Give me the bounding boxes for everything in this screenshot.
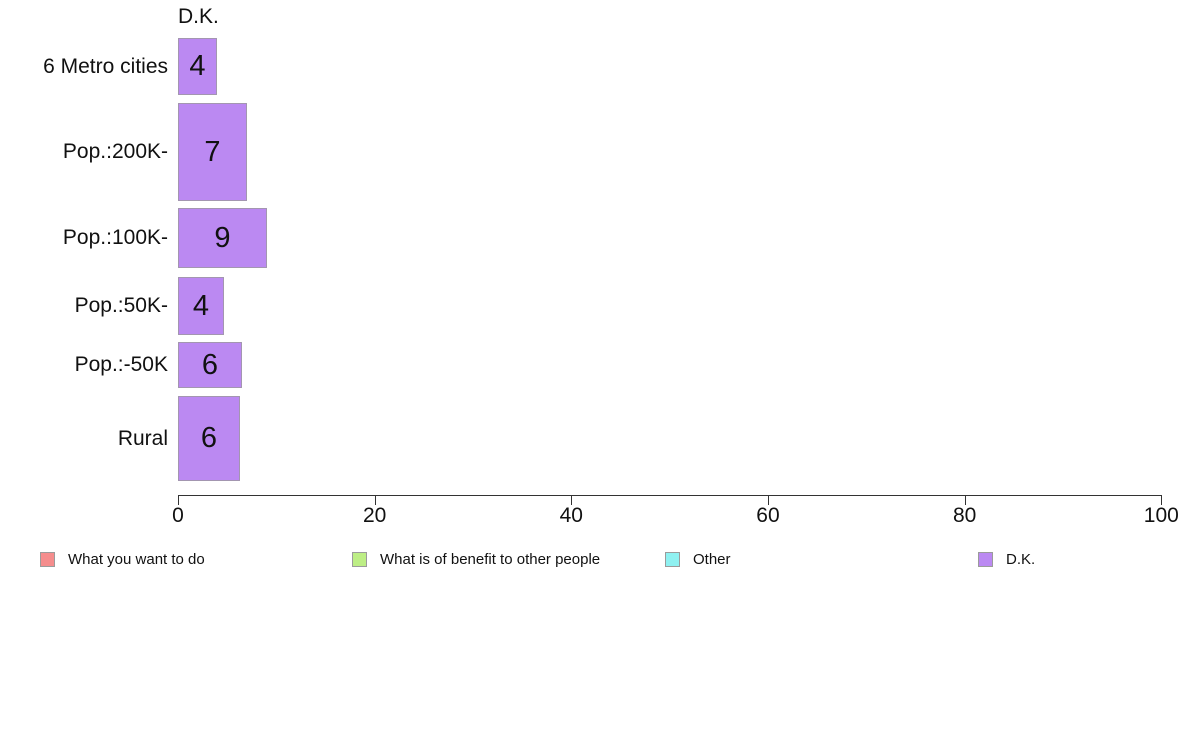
x-axis-tick-mark <box>178 495 179 505</box>
category-label: Pop.:100K- <box>62 226 168 249</box>
x-axis-tick-mark <box>964 495 966 505</box>
bar-value-label: 6 <box>200 422 218 454</box>
legend-swatch-icon <box>40 551 55 567</box>
legend-item: What you want to do <box>40 548 205 570</box>
x-axis-tick-mark <box>1161 495 1163 505</box>
x-axis-tick-mark <box>767 495 769 505</box>
bar-value-label: 4 <box>192 289 210 322</box>
legend-label: Other <box>693 550 731 568</box>
bar-group-annotation: D.K. <box>178 5 219 28</box>
bar-value-label: 4 <box>189 50 206 82</box>
bar-value-label: 9 <box>214 221 231 254</box>
category-label: Pop.:50K- <box>74 294 168 317</box>
legend-swatch-icon <box>665 551 680 567</box>
x-axis-tick-mark <box>374 495 376 505</box>
x-axis-tick-mark <box>571 495 573 505</box>
category-label: 6 Metro cities <box>43 54 168 78</box>
legend-swatch-icon <box>352 551 367 567</box>
bar: 9 <box>178 208 267 268</box>
legend-swatch-icon <box>978 551 993 567</box>
legend-item: What is of benefit to other people <box>352 548 600 570</box>
bar: 6 <box>178 396 240 481</box>
legend-item: Other <box>665 548 731 570</box>
bar: 4 <box>178 277 224 335</box>
bar-value-label: 7 <box>204 135 221 168</box>
bar-value-label: 6 <box>201 348 219 381</box>
x-axis-tick-label: 20 <box>362 504 387 527</box>
legend-label: What is of benefit to other people <box>380 550 601 568</box>
x-axis-tick-label: 40 <box>559 504 583 527</box>
legend-item: D.K. <box>978 548 1035 570</box>
legend-label: What you want to do <box>68 550 205 568</box>
category-label: Pop.:200K- <box>62 140 168 163</box>
bar: 7 <box>178 103 247 201</box>
category-label: Rural <box>117 426 168 450</box>
x-axis-line <box>178 495 1162 496</box>
x-axis-tick-label: 0 <box>172 504 184 527</box>
x-axis-tick-label: 100 <box>1143 504 1179 527</box>
bar: 6 <box>178 342 242 388</box>
category-label: Pop.:-50K <box>74 353 168 376</box>
legend-label: D.K. <box>1006 550 1036 568</box>
x-axis-tick-label: 80 <box>952 504 977 527</box>
bar: 4 <box>178 38 217 95</box>
x-axis-tick-label: 60 <box>756 504 780 527</box>
